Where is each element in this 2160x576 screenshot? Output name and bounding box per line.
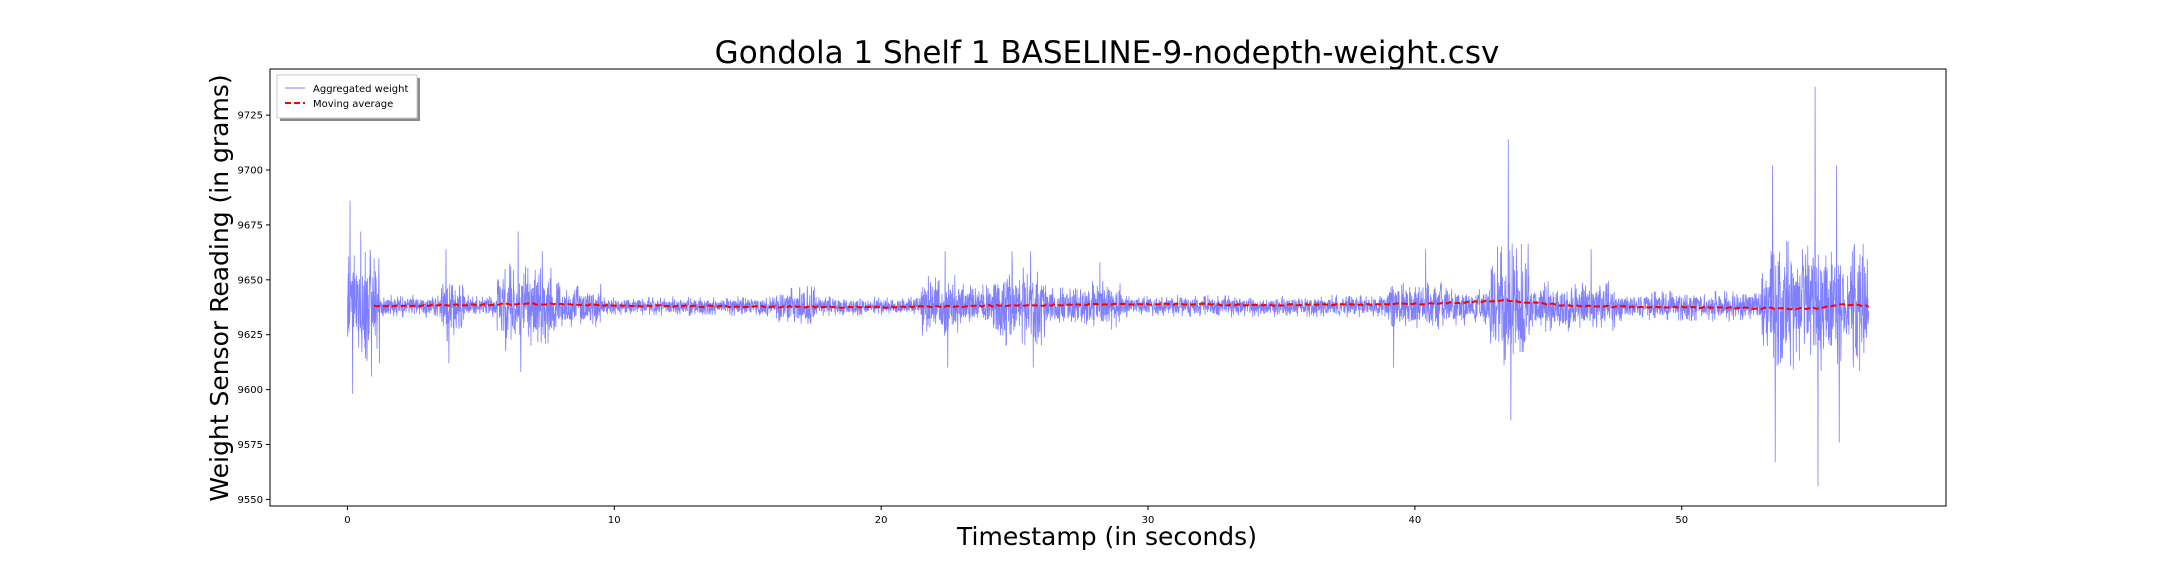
y-tick-label: 9725 [238,111,263,122]
x-axis: 0 10 20 30 40 50 [344,506,1688,526]
legend-box [276,74,418,119]
plot-area [346,86,1870,487]
plot-frame [269,68,1947,507]
chart-title: Gondola 1 Shelf 1 BASELINE-9-nodepth-wei… [715,35,1500,71]
y-tick-label: 9625 [238,330,263,341]
y-tick-label: 9550 [238,495,263,506]
y-axis: 9550 9575 9600 9625 9650 9675 9700 9725 [238,111,270,506]
legend-label-aggregated-weight: Aggregated weight [313,84,408,95]
x-tick-label: 50 [1675,515,1688,526]
x-tick-label: 30 [1142,515,1155,526]
y-tick-label: 9575 [238,440,263,451]
legend-label-moving-average: Moving average [313,99,393,110]
y-axis-label: Weight Sensor Reading (in grams) [205,74,234,501]
x-tick-label: 10 [608,515,621,526]
y-tick-label: 9675 [238,220,263,231]
x-tick-label: 40 [1409,515,1422,526]
series-line-moving-average [373,299,1870,311]
y-tick-label: 9600 [238,385,263,396]
x-tick-label: 0 [344,515,350,526]
x-tick-label: 20 [875,515,888,526]
y-tick-label: 9650 [238,275,263,286]
legend: Aggregated weight Moving average [276,74,420,121]
x-axis-label: Timestamp (in seconds) [956,522,1257,551]
y-tick-label: 9700 [238,166,263,177]
